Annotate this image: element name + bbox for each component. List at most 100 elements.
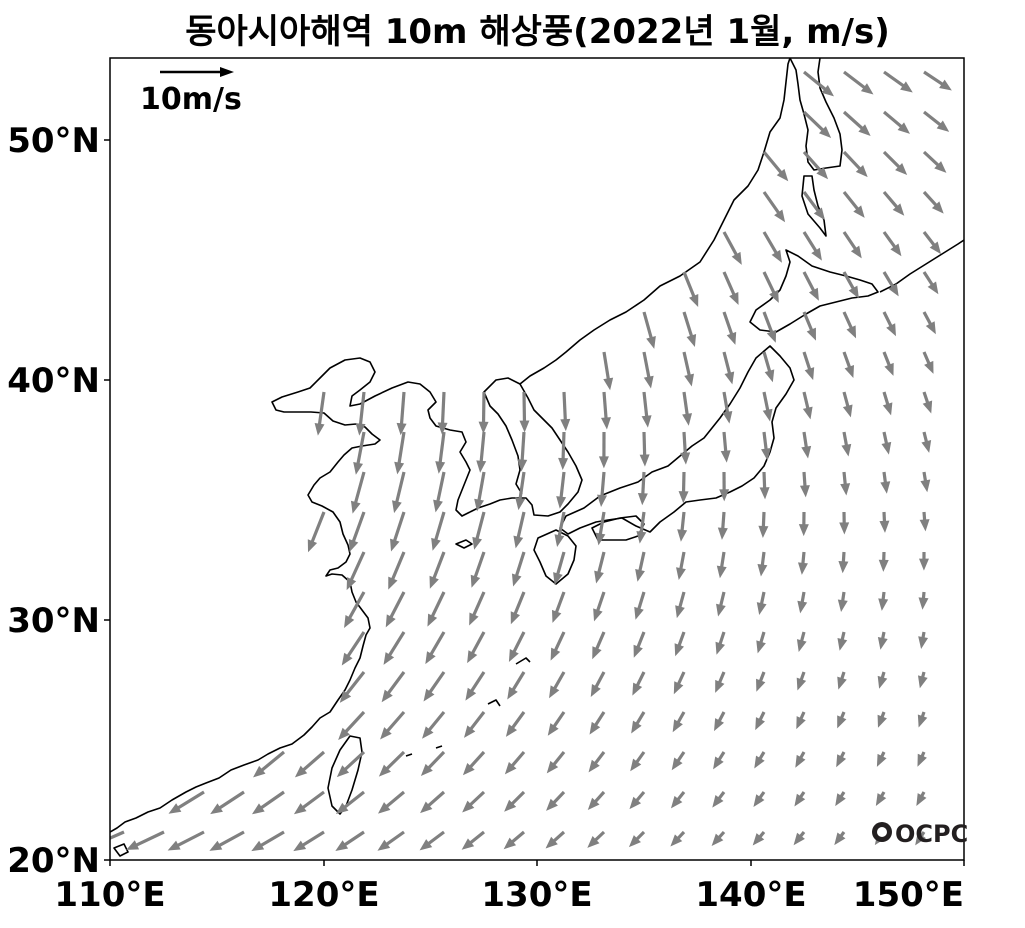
jeju-island: [455, 539, 473, 549]
reference-arrow-head: [220, 67, 234, 77]
wind-arrow-head: [348, 539, 359, 553]
wind-arrow-head: [560, 418, 571, 432]
wind-arrow-head: [880, 481, 891, 494]
wind-arrow-head: [726, 331, 737, 345]
wind-arrow-head: [917, 714, 928, 728]
wind-arrow: [842, 150, 864, 173]
wind-arrow-head: [589, 721, 601, 735]
wind-arrow-head: [590, 684, 601, 697]
wind-arrow-head: [636, 531, 647, 544]
wind-arrow-head: [478, 421, 489, 434]
wind-arrow-head: [853, 205, 865, 218]
wind-arrow: [642, 431, 647, 459]
wind-arrow-head: [731, 251, 742, 265]
wind-arrow-head: [592, 646, 602, 660]
wind-arrow-head: [794, 793, 806, 807]
wind-arrow-head: [680, 452, 691, 465]
wind-arrow-head: [724, 371, 735, 385]
wind-arrow-head: [674, 643, 685, 657]
wind-arrow-head: [920, 479, 931, 493]
wind-arrow-head: [798, 524, 809, 537]
x-tick-label: 140°E: [695, 875, 806, 915]
wind-arrow-head: [835, 793, 846, 807]
taiwan-coastline: [327, 735, 363, 815]
wind-arrow: [802, 70, 829, 93]
wind-arrow-head: [427, 613, 438, 627]
wind-arrow-head: [210, 803, 223, 815]
wind-arrow: [476, 471, 486, 504]
wind-arrow-head: [915, 832, 926, 846]
wind-arrow-head: [918, 558, 929, 571]
wind-arrow-head: [554, 534, 565, 547]
wind-arrow-head: [678, 491, 689, 504]
wind-arrow: [435, 471, 446, 505]
wind-arrow-head: [673, 681, 684, 695]
wind-arrow-head: [431, 537, 441, 551]
wind-arrow-head: [251, 803, 265, 815]
wind-arrow-head: [837, 676, 847, 690]
wind-arrow: [341, 790, 365, 811]
wind-arrow: [762, 191, 782, 217]
wind-arrow-head: [714, 718, 725, 732]
wind-arrow: [923, 110, 944, 129]
bohai-coastline: [483, 377, 523, 495]
y-tick-label: 20°N: [7, 841, 100, 881]
wind-arrow: [882, 150, 903, 171]
wind-arrow-head: [433, 499, 443, 513]
wind-arrow: [602, 391, 608, 422]
wind-arrow-head: [253, 765, 266, 778]
wind-arrow-head: [394, 461, 405, 475]
wind-arrow: [383, 750, 406, 773]
wind-arrow-head: [729, 292, 739, 306]
wind-arrow: [598, 511, 606, 538]
wind-arrow-head: [797, 600, 808, 614]
wind-arrow-head: [462, 762, 475, 776]
wind-arrow-head: [545, 836, 558, 849]
wind-arrow-head: [900, 81, 913, 93]
honshu-coastline: [559, 345, 795, 535]
reference-vector-label: 10m/s: [140, 82, 242, 117]
wind-arrow-head: [755, 717, 765, 731]
kyushu-coastline: [533, 529, 577, 585]
wind-arrow-head: [251, 840, 265, 852]
wind-arrow: [600, 471, 606, 500]
wind-arrow: [257, 790, 285, 812]
wind-arrow-head: [916, 793, 927, 807]
wind-arrow-head: [558, 457, 569, 471]
wind-arrow-head: [837, 599, 848, 613]
wind-arrow: [433, 511, 446, 544]
wind-arrow-head: [515, 497, 526, 511]
wind-arrow: [515, 511, 526, 541]
wind-arrow: [555, 551, 566, 578]
wind-arrow-head: [796, 677, 807, 691]
wind-arrow: [438, 431, 446, 466]
wind-arrow-head: [756, 640, 766, 654]
wind-arrow-head: [711, 833, 724, 846]
wind-arrow: [682, 431, 688, 457]
wind-arrow-head: [879, 520, 890, 533]
wind-arrow-head: [587, 797, 600, 811]
wind-arrow: [469, 631, 486, 657]
wind-arrow-head: [890, 243, 902, 257]
korea-coastline: [469, 58, 791, 517]
wind-arrow-head: [877, 714, 887, 728]
wind-arrow-head: [841, 443, 852, 457]
wind-arrow-head: [435, 461, 446, 474]
wind-arrow: [257, 830, 285, 849]
wind-arrow: [479, 431, 486, 465]
wind-arrow: [299, 830, 325, 849]
wind-arrow-head: [686, 334, 697, 347]
wind-arrow-head: [462, 800, 475, 813]
wind-arrow: [510, 671, 526, 694]
wind-arrow: [722, 391, 730, 417]
wind-arrow-head: [796, 639, 807, 652]
wind-arrow-head: [643, 375, 654, 389]
wind-arrow: [394, 471, 406, 506]
wind-arrow: [512, 591, 526, 618]
wind-arrow-head: [594, 570, 604, 584]
wind-arrow-head: [677, 529, 688, 542]
wind-arrow: [358, 391, 366, 428]
wind-arrow-head: [876, 753, 887, 767]
wind-arrow: [511, 631, 526, 656]
wind-arrow-head: [546, 798, 558, 811]
